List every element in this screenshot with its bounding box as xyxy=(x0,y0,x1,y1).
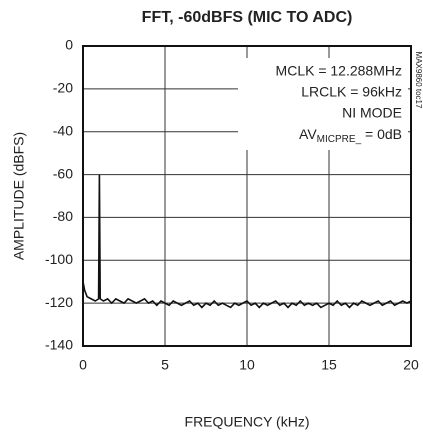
fft-line xyxy=(82,174,412,309)
annotation-part: AV xyxy=(299,126,317,142)
x-tick-label: 20 xyxy=(403,357,419,373)
chart-title: FFT, -60dBFS (MIC TO ADC) xyxy=(142,9,353,26)
y-tick-label: -40 xyxy=(53,122,73,138)
annotation: LRCLK = 96kHz xyxy=(301,84,402,100)
y-tick-label: -140 xyxy=(45,337,73,353)
y-tick-label: -80 xyxy=(53,208,73,224)
y-tick-label: -100 xyxy=(45,251,73,267)
y-axis-label: AMPLITUDE (dBFS) xyxy=(11,132,27,260)
annotation: NI MODE xyxy=(342,105,402,121)
annotation-subscript: MICPRE_ xyxy=(317,134,362,145)
figure-code: MAX9860 toc17 xyxy=(414,52,423,109)
annotation: MCLK = 12.288MHz xyxy=(276,63,402,79)
x-tick-label: 0 xyxy=(79,357,87,373)
annotation-background xyxy=(238,58,408,150)
y-tick-label: -20 xyxy=(53,80,73,96)
annotation: AVMICPRE_ = 0dB xyxy=(299,126,402,145)
plot-frame xyxy=(82,45,412,347)
y-tick-label: -60 xyxy=(53,165,73,181)
y-tick-label: 0 xyxy=(65,37,73,53)
x-tick-label: 10 xyxy=(239,357,255,373)
y-tick-label: -120 xyxy=(45,294,73,310)
annotation-part: = 0dB xyxy=(361,126,402,142)
x-tick-label: 5 xyxy=(161,357,169,373)
x-axis-label: FREQUENCY (kHz) xyxy=(185,414,310,430)
x-tick-label: 15 xyxy=(321,357,337,373)
